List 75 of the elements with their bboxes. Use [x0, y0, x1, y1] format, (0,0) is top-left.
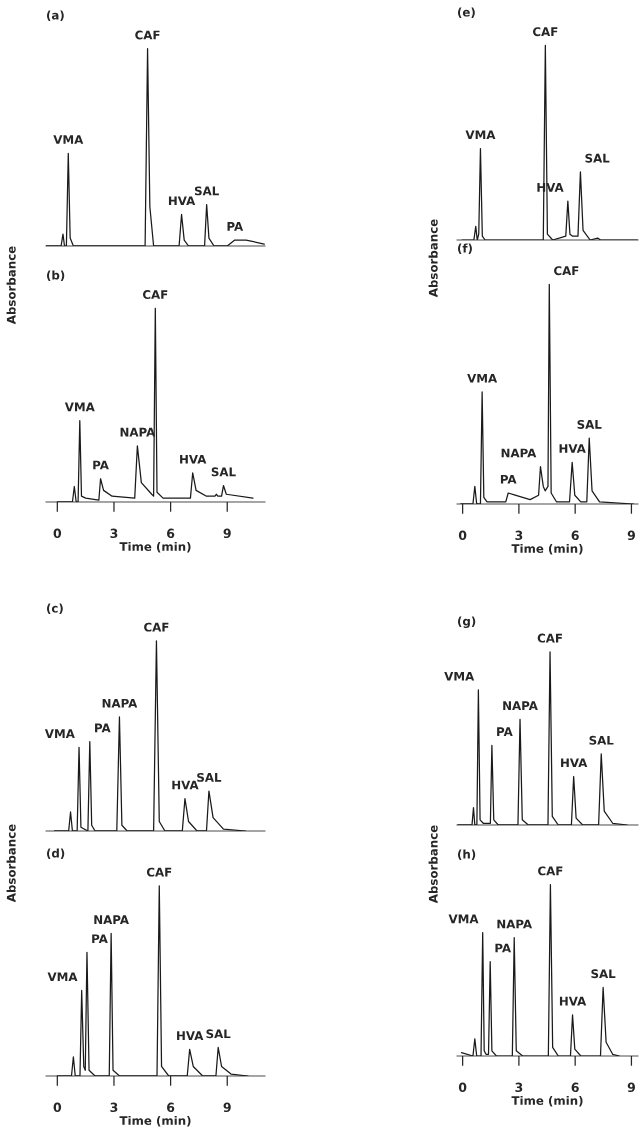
annotation: CAF	[537, 633, 562, 643]
y-axis-title: Absorbance	[6, 246, 16, 325]
x-tick-label: 6	[167, 1102, 175, 1113]
annotation: PA	[93, 460, 109, 470]
x-tick-label: 3	[515, 1082, 523, 1093]
annotation: PA	[95, 723, 111, 733]
chart-title: (b)	[47, 270, 65, 281]
annotation: NAPA	[94, 915, 129, 924]
annotation: SAL	[194, 186, 219, 196]
chart-title: (a)	[47, 10, 64, 21]
annotation: PA	[227, 222, 244, 231]
annotation: CAF	[144, 622, 169, 632]
annotation: PA	[495, 943, 512, 953]
annotation: CAF	[142, 290, 168, 300]
annotation: VMA	[53, 135, 84, 144]
annotation: CAF	[554, 266, 579, 276]
chart-title: (d)	[47, 848, 65, 859]
annotation: HVA	[559, 444, 586, 453]
annotation: PA	[500, 475, 517, 484]
annotation: SAL	[211, 467, 236, 477]
annotation: VMA	[448, 914, 479, 924]
y-axis-title: Absorbance	[428, 825, 438, 904]
annotation: HVA	[561, 758, 588, 768]
annotation: CAF	[533, 27, 558, 37]
x-tick-label: 6	[571, 1082, 579, 1093]
chart-title: (c)	[47, 603, 63, 614]
annotation: HVA	[168, 196, 196, 206]
chart-title: (g)	[458, 616, 476, 628]
annotation: PA	[497, 727, 513, 736]
annotation: NAPA	[497, 919, 533, 929]
annotation: HVA	[180, 454, 207, 464]
x-axis-title: Time (min)	[119, 541, 191, 553]
annotation: SAL	[591, 969, 616, 979]
annotation: VMA	[444, 671, 475, 681]
x-tick-label: 3	[110, 1102, 118, 1113]
annotation: NAPA	[501, 448, 537, 458]
x-tick-label: 0	[458, 1082, 467, 1093]
x-tick-label: 9	[627, 530, 635, 541]
x-tick-label: 3	[110, 528, 118, 539]
annotation: SAL	[577, 419, 602, 429]
annotation: SAL	[585, 153, 610, 163]
annotation: HVA	[559, 996, 587, 1006]
x-axis-title: Time (min)	[119, 1115, 191, 1127]
annotation: VMA	[47, 972, 78, 982]
x-tick-label: 9	[223, 528, 231, 539]
annotation: VMA	[64, 402, 95, 412]
y-axis-title: Absorbance	[428, 219, 438, 298]
x-tick-label: 6	[571, 530, 579, 541]
annotation: CAF	[538, 866, 563, 876]
annotation: VMA	[44, 729, 75, 738]
annotation: HVA	[177, 1031, 204, 1040]
annotation: NAPA	[102, 698, 138, 708]
x-tick-label: 6	[167, 528, 175, 539]
chart-title: (e)	[458, 7, 475, 18]
y-axis-title: Absorbance	[6, 824, 16, 903]
annotation: HVA	[172, 780, 199, 790]
x-tick-label: 3	[515, 530, 523, 541]
x-tick-label: 9	[627, 1082, 635, 1093]
annotation: VMA	[465, 130, 496, 140]
annotation: CAF	[135, 30, 160, 40]
x-tick-label: 0	[53, 1102, 62, 1113]
annotation: SAL	[589, 735, 614, 745]
x-tick-label: 9	[223, 1102, 231, 1113]
annotation: SAL	[197, 772, 222, 782]
annotation: CAF	[146, 867, 172, 877]
x-tick-label: 0	[53, 528, 62, 539]
x-axis-title: Time (min)	[511, 1095, 583, 1107]
annotation: PA	[92, 934, 108, 943]
annotation: VMA	[467, 373, 498, 383]
chart-title: (f)	[458, 243, 472, 254]
annotation: NAPA	[503, 701, 538, 710]
chart-title: (h)	[458, 849, 476, 860]
x-axis-title: Time (min)	[511, 543, 583, 555]
x-tick-label: 0	[458, 530, 467, 541]
annotation: SAL	[206, 1029, 231, 1039]
